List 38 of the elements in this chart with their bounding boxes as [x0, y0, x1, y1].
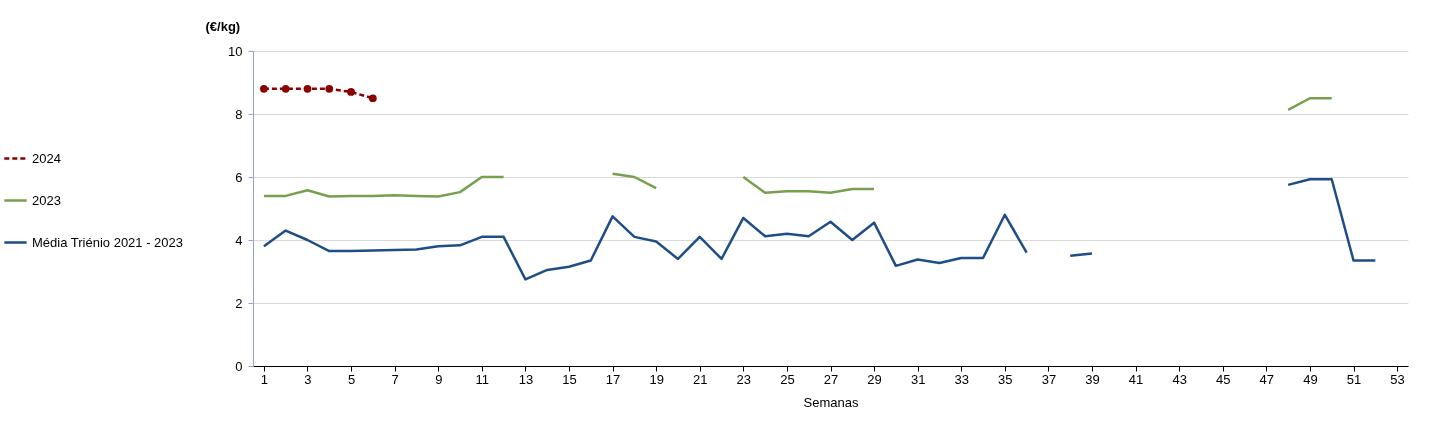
y-axis-title: (€/kg): [205, 18, 241, 34]
x-axis-title: Semanas: [803, 394, 859, 410]
x-tick-label: 47: [1259, 371, 1275, 387]
x-tick-label: 3: [304, 371, 312, 387]
x-tick-label: 53: [1390, 371, 1405, 387]
x-tick-label: 43: [1172, 371, 1187, 387]
x-tick-label: 5: [347, 371, 356, 387]
y-tick-label: 8: [235, 106, 243, 122]
x-tick-label: 7: [391, 371, 399, 387]
x-tick-label: 13: [518, 371, 534, 387]
legend-label: Média Triénio 2021 - 2023: [32, 234, 184, 250]
x-tick-label: 51: [1346, 371, 1362, 387]
legend-label: 2024: [32, 150, 61, 166]
x-tick-label: 39: [1085, 371, 1100, 387]
y-tick-label: 0: [235, 358, 243, 374]
y-tick-label: 4: [235, 232, 243, 248]
x-tick-label: 35: [998, 371, 1013, 387]
x-tick-label: 9: [435, 371, 443, 387]
x-tick-label: 45: [1216, 371, 1231, 387]
legend-label: 2023: [32, 192, 61, 208]
x-tick-label: 37: [1041, 371, 1057, 387]
x-tick-label: 19: [649, 371, 664, 387]
x-tick-label: 31: [910, 371, 926, 387]
y-tick-label: 2: [235, 295, 243, 311]
x-tick-label: 29: [867, 371, 882, 387]
x-tick-label: 11: [475, 371, 490, 387]
x-tick-label: 23: [736, 371, 752, 387]
x-tick-label: 25: [780, 371, 795, 387]
x-tick-label: 17: [605, 371, 621, 387]
x-tick-label: 27: [823, 371, 839, 387]
y-tick-label: 6: [235, 169, 243, 185]
x-tick-label: 21: [693, 371, 708, 387]
x-tick-label: 33: [954, 371, 969, 387]
x-tick-label: 1: [260, 371, 269, 387]
x-tick-label: 41: [1128, 371, 1144, 387]
x-tick-label: 49: [1303, 371, 1318, 387]
x-tick-label: 15: [562, 371, 577, 387]
y-tick-label: 10: [228, 43, 243, 59]
